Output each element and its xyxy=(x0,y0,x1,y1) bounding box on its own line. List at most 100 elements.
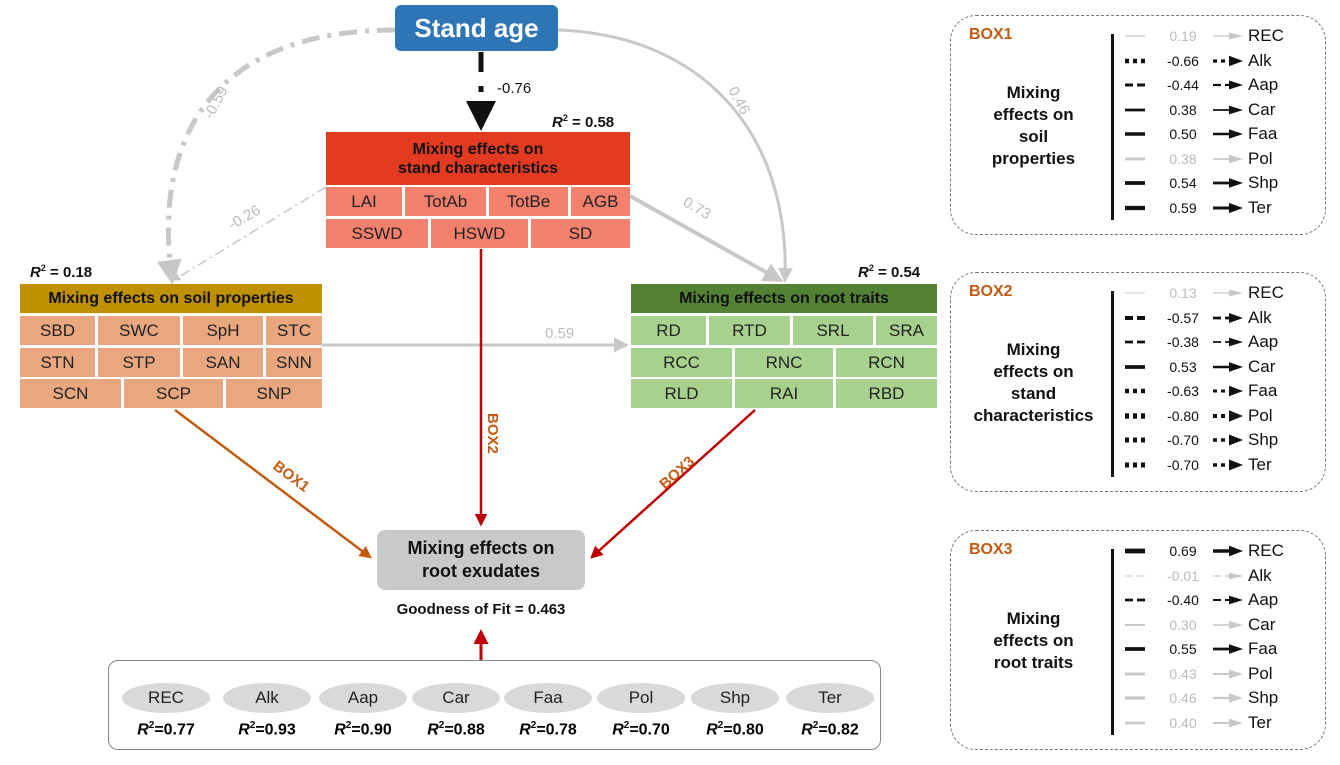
arrow-icon xyxy=(1229,545,1243,557)
component-r2: R2=0.77 xyxy=(137,720,195,739)
stand-variable-hswd: HSWD xyxy=(431,219,528,248)
component-r2-value: =0.88 xyxy=(444,721,485,739)
legend-coefficient: 0.19 xyxy=(1169,28,1197,44)
arrow-icon xyxy=(1229,459,1243,470)
arrow-icon xyxy=(1229,409,1243,422)
legend-component: Alk xyxy=(1248,307,1272,327)
legend-row: 0.40 Ter xyxy=(1123,712,1333,734)
root-variable-rcn: RCN xyxy=(836,348,937,377)
legend-description-line: soil xyxy=(1018,127,1049,146)
legend-coefficient: 0.53 xyxy=(1169,358,1197,375)
arrow-icon xyxy=(1229,385,1243,397)
path-line-sample xyxy=(1125,668,1243,679)
arrow-icon xyxy=(1229,693,1243,703)
legend-row: -0.57 Alk xyxy=(1123,307,1333,329)
legend-description-line: root traits xyxy=(993,653,1074,672)
r2-symbol: R xyxy=(30,264,41,281)
component-aap: Aap xyxy=(319,683,407,713)
legend-coefficient: -0.70 xyxy=(1167,456,1199,473)
arrow-icon xyxy=(1229,202,1243,213)
legend-component: Ter xyxy=(1248,712,1272,732)
legend-row: -0.44 Aap xyxy=(1123,74,1333,96)
component-r2: R2=0.80 xyxy=(706,720,764,739)
soil-variable-stn: STN xyxy=(20,348,95,377)
legend-row: 0.50 Faa xyxy=(1123,123,1333,145)
legend-description-line: stand xyxy=(1010,384,1057,403)
legend-coefficient: -0.80 xyxy=(1167,407,1199,424)
legend-coefficient: -0.66 xyxy=(1167,52,1199,69)
component-r2-value: =0.77 xyxy=(154,721,195,739)
path-line-sample xyxy=(1125,693,1243,703)
path-line-sample xyxy=(1125,32,1243,40)
arrow-icon xyxy=(1229,154,1243,163)
stand-r2: R2 = 0.58 xyxy=(552,113,615,131)
r2-symbol: R xyxy=(552,114,563,131)
legend-box-1: BOX1 Mixing effects on soil properties 0.19 … xyxy=(950,15,1326,235)
path-line-sample xyxy=(1125,644,1243,654)
stand-variable-agb: AGB xyxy=(571,187,630,216)
arrow-icon xyxy=(1229,178,1243,188)
arrow-icon xyxy=(1229,32,1243,40)
component-r2: R2=0.70 xyxy=(612,720,670,739)
legend-row: -0.01 Alk xyxy=(1123,565,1333,587)
soil-variable-scp: SCP xyxy=(124,379,223,408)
legend-row: -0.63 Faa xyxy=(1123,380,1333,402)
arrow-stand-to-soil xyxy=(172,186,327,281)
root-variable-rbd: RBD xyxy=(836,379,937,408)
legend-divider xyxy=(1111,34,1114,220)
component-r2-value: =0.78 xyxy=(536,721,577,739)
path-line-sample xyxy=(1125,409,1243,422)
legend-component: Shp xyxy=(1248,430,1279,449)
legend-row: 0.43 Pol xyxy=(1123,663,1333,685)
path-line-sample xyxy=(1125,361,1243,372)
component-r2: R2=0.88 xyxy=(427,720,485,739)
legend-row: 0.38 Pol xyxy=(1123,148,1333,170)
arrow-icon xyxy=(1229,620,1243,629)
r2-value: = 0.58 xyxy=(567,114,615,131)
stand-age-node: Stand age xyxy=(395,5,558,51)
legend-component: Faa xyxy=(1248,124,1278,143)
soil-header: Mixing effects on soil properties xyxy=(20,284,322,313)
legend-row: -0.40 Aap xyxy=(1123,589,1333,611)
path-line-sample xyxy=(1125,595,1243,605)
legend-description-line: characteristics xyxy=(973,406,1094,425)
legend-coefficient: 0.59 xyxy=(1169,199,1197,216)
legend-box-2: BOX2 Mixing effects on stand characteristics… xyxy=(950,272,1326,492)
coef-stand-to-root: 0.73 xyxy=(680,194,714,223)
legend-component: Car xyxy=(1248,356,1276,376)
coef-age-to-soil: -0.59 xyxy=(201,84,232,122)
path-line-sample xyxy=(1125,129,1243,139)
legend-coefficient: 0.46 xyxy=(1169,690,1197,706)
component-alk: Alk xyxy=(223,683,311,713)
legend-component: Shp xyxy=(1248,688,1279,707)
path-line-sample xyxy=(1125,289,1243,297)
arrow-stand-to-root xyxy=(629,194,784,282)
arrow-icon xyxy=(1229,572,1243,579)
legend-row: 0.69 REC xyxy=(1123,540,1333,562)
component-r2-value: =0.93 xyxy=(255,721,296,739)
legend-description-line: effects on xyxy=(993,631,1074,650)
box3-path-label: BOX3 xyxy=(656,453,698,493)
root-header: Mixing effects on root traits xyxy=(631,284,937,313)
component-rec: REC xyxy=(122,683,210,713)
exudates-line2: root exudates xyxy=(421,561,541,581)
path-line-sample xyxy=(1125,434,1243,446)
legend-coefficient: -0.44 xyxy=(1167,77,1199,93)
root-variable-rnc: RNC xyxy=(735,348,833,377)
legend-component: Faa xyxy=(1248,639,1278,658)
path-line-sample xyxy=(1125,178,1243,188)
legend-component: Aap xyxy=(1248,590,1279,609)
legend-row: -0.70 Ter xyxy=(1123,454,1333,476)
arrow-age-to-root xyxy=(557,28,793,283)
legend-coefficient: 0.13 xyxy=(1169,285,1197,301)
stand-variable-sd: SD xyxy=(531,219,630,248)
soil-variable-stp: STP xyxy=(98,348,180,377)
arrow-icon xyxy=(1229,434,1243,446)
legend-box-3: BOX3 Mixing effects on root traits 0.69 REC… xyxy=(950,530,1326,750)
components-panel xyxy=(108,660,881,750)
legend-row: -0.38 Aap xyxy=(1123,331,1333,353)
soil-variable-scn: SCN xyxy=(20,379,121,408)
component-r2-value: =0.70 xyxy=(629,721,670,739)
component-car: Car xyxy=(412,683,500,713)
coef-age-to-stand: -0.76 xyxy=(497,80,531,97)
